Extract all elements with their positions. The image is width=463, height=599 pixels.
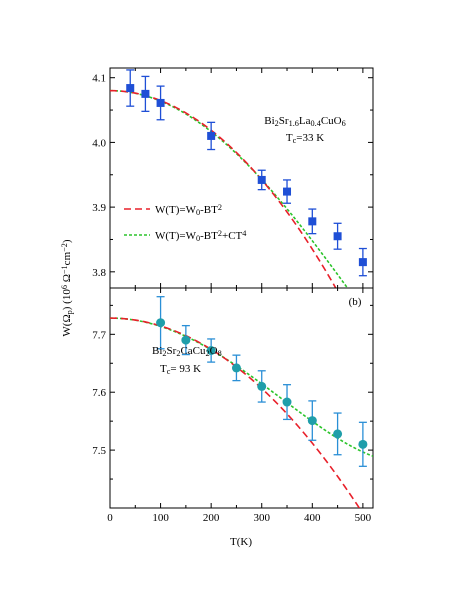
marker-square [257,175,266,184]
marker-square [358,258,367,267]
panel-a-frame [109,67,374,289]
data-point [181,324,191,356]
panel-a: 3.8 3.9 4.0 4.1 Bi2Sr1.6La0.4CuO6 Tc=33 K W(… [92,67,374,289]
data-point [156,85,165,121]
marker-square [141,89,150,98]
y-axis-label: W(Ωp) (106 Ω−1cm−2) [60,239,74,337]
data-point [282,384,292,421]
data-point [257,370,267,403]
y-tick-label: 4.1 [92,73,106,85]
panel-b-ticks: 0 100 200 300 400 500 7.5 7.6 7.7 [92,288,373,524]
data-point [307,400,317,441]
y-tick-label: 7.7 [92,329,106,341]
data-point [141,75,150,113]
x-tick-label: 100 [152,512,169,524]
marker-square [126,84,135,93]
marker-circle [156,318,166,328]
x-tick-label: 0 [107,512,113,524]
panel-b-annotation: (b) Bi2Sr2CaCu2O8 Tc= 93 K [152,296,362,376]
fit-curve-t4 [110,89,349,288]
panel-b: 0 100 200 300 400 500 7.5 7.6 7.7 (b) Bi2Sr2CaCu2… [92,287,374,524]
y-tick-label: 7.5 [92,445,106,457]
y-tick-label: 4.0 [92,137,106,149]
y-tick-label: 7.6 [92,387,106,399]
data-point [257,169,266,191]
data-point [333,412,343,456]
compound-label: Bi2Sr2CaCu2O8 [152,345,222,358]
data-point [308,208,317,235]
data-point [231,354,241,382]
data-point [333,222,342,250]
panel-b-frame [109,287,374,509]
x-tick-label: 500 [355,512,372,524]
fit-curve-t2 [110,317,361,508]
panel-a-data-points [126,69,367,277]
tc-label: Tc= 93 K [160,363,201,376]
data-point [206,338,216,363]
panel-b-fit-curves [110,317,373,508]
panel-a-ticks: 3.8 3.9 4.0 4.1 [92,68,373,288]
data-point [207,121,216,151]
panel-b-data-points [156,296,368,467]
marker-circle [307,416,317,426]
x-axis-label: T(K) [230,536,252,548]
panel-a-annotation: Bi2Sr1.6La0.4CuO6 Tc=33 K [264,115,345,145]
marker-square [207,131,216,140]
data-point [283,179,292,204]
legend-label: W(T)=W0-BT2+CT4 [155,229,246,243]
compound-label: Bi2Sr1.6La0.4CuO6 [264,115,345,128]
marker-square [156,98,165,107]
marker-circle [358,439,368,449]
marker-circle [257,381,267,391]
data-point [358,247,367,277]
panel-label: (b) [349,296,362,308]
marker-circle [282,397,292,407]
marker-square [283,187,292,196]
marker-circle [231,363,241,373]
marker-square [333,232,342,241]
tc-label: Tc=33 K [286,132,324,145]
marker-circle [333,429,343,439]
panel-a-fit-curves [110,89,349,288]
y-tick-label: 3.9 [92,202,106,214]
data-point [126,69,135,107]
legend-entry: W(T)=W0-BT2+CT4 [124,229,246,243]
legend-label: W(T)=W0-BT2 [155,203,222,217]
fit-curve-t4 [110,317,373,457]
y-tick-label: 3.8 [92,267,106,279]
marker-square [308,217,317,226]
marker-circle [206,346,216,356]
data-point [156,296,166,350]
marker-circle [181,335,191,345]
panel-a-legend: W(T)=W0-BT2 W(T)=W0-BT2+CT4 [124,203,246,243]
fit-curve-t2 [110,89,337,288]
x-tick-label: 200 [203,512,220,524]
x-tick-label: 300 [253,512,270,524]
data-point [358,421,368,467]
legend-entry: W(T)=W0-BT2 [124,203,222,217]
x-tick-label: 400 [304,512,321,524]
